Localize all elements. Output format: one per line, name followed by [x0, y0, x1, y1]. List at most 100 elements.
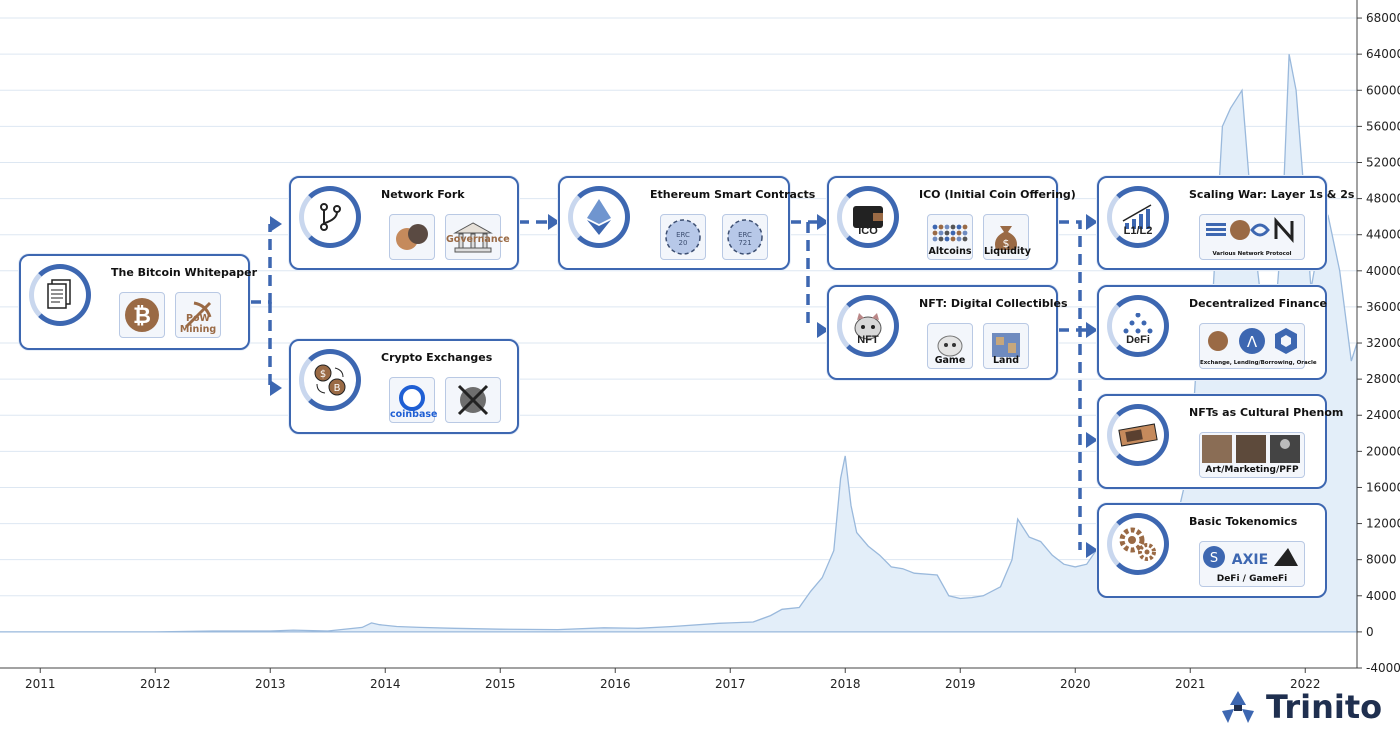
y-tick-label: 8000: [1366, 553, 1397, 567]
connector-arrowheads: [270, 214, 1098, 558]
altcoin-dot: [944, 224, 950, 230]
cat-nft-icon: NFT: [837, 295, 899, 357]
svg-text:₿: ₿: [133, 304, 151, 329]
y-tick-label: 0: [1366, 625, 1374, 639]
altcoin-dot: [962, 224, 968, 230]
sub-label: Exchange, Lending/Borrowing, Oracle: [1200, 360, 1317, 366]
connector-ethereum-nft: [790, 220, 810, 330]
network-node: [1135, 313, 1141, 318]
ring-label: L1/L2: [1123, 225, 1153, 237]
coinbase-logo-icon: coinbase: [389, 377, 438, 423]
erc721-token-icon: ERC 721: [722, 214, 768, 260]
network-node: [1135, 328, 1141, 334]
card-title: Scaling War: Layer 1s & 2s: [1189, 188, 1355, 201]
card-title: Network Fork: [381, 188, 465, 201]
arrow-nft: [817, 322, 829, 338]
arrow-tokenomics: [1086, 542, 1098, 558]
altcoin-dot: [950, 236, 956, 242]
altcoin-grid-icon: Altcoins: [927, 214, 973, 260]
svg-text:B: B: [334, 383, 341, 394]
ethereum-icon: [568, 186, 630, 248]
wallet-icon: ICO: [837, 186, 899, 248]
svg-text:$: $: [320, 369, 326, 380]
card-title: Decentralized Finance: [1189, 297, 1327, 310]
sub-label: Art/Marketing/PFP: [1200, 465, 1304, 475]
sub-label: Altcoins: [928, 246, 972, 257]
ring-label: ICO: [858, 225, 878, 237]
gamefi-logos-icon: S AXIE DeFi / GameFi: [1199, 541, 1305, 587]
ring-label: NFT: [857, 334, 879, 346]
y-tick-label: 24000: [1366, 408, 1400, 422]
card-ico: ICO ICO (Initial Coin Offering) Altcoins…: [827, 176, 1076, 270]
card-scaling-war: L1/L2 Scaling War: Layer 1s & 2s Various…: [1097, 176, 1354, 270]
y-tick-label: 36000: [1366, 300, 1400, 314]
card-nft-digital-collectibles: NFT NFT: Digital Collectibles Game Land: [827, 285, 1068, 380]
git-branch-icon: [299, 186, 361, 248]
altcoin-dot: [938, 230, 944, 236]
coins-icon: [389, 214, 435, 260]
sub-label: Liquidity: [984, 246, 1031, 257]
card-network-fork: Network Fork Governance: [289, 176, 519, 270]
altcoin-dot: [944, 236, 950, 242]
land-map-icon: Land: [983, 323, 1029, 369]
brand-logo: Trinito: [1216, 688, 1382, 726]
growth-chart-icon: L1/L2: [1107, 186, 1169, 248]
altcoin-dot: [932, 224, 938, 230]
ring-label: DeFi: [1126, 334, 1150, 346]
y-tick-label: -4000: [1366, 661, 1400, 675]
y-tick-label: 4000: [1366, 589, 1397, 603]
bitcoin-icon: ₿: [119, 292, 165, 338]
network-node: [1123, 328, 1129, 334]
sub-label: Various Network Protocol: [1212, 251, 1292, 257]
altcoin-dot: [938, 236, 944, 242]
sub-label: DeFi / GameFi: [1200, 574, 1304, 584]
y-tick-label: 64000: [1366, 47, 1400, 61]
x-tick-label: 2017: [715, 677, 746, 691]
sub-label: coinbase: [390, 409, 438, 420]
sub-label: ERC 20: [676, 231, 690, 247]
art-photos-icon: Art/Marketing/PFP: [1199, 432, 1305, 478]
altcoin-dot: [944, 230, 950, 236]
x-tick-label: 2015: [485, 677, 516, 691]
y-tick-label: 28000: [1366, 372, 1400, 386]
y-tick-label: 60000: [1366, 83, 1400, 97]
altcoin-dot: [956, 224, 962, 230]
protocol-logos-icon: Various Network Protocol: [1199, 214, 1305, 260]
card-title: Basic Tokenomics: [1189, 515, 1298, 528]
card-title: ICO (Initial Coin Offering): [919, 188, 1076, 201]
arrow-defi: [1086, 322, 1098, 338]
sub-label: Game: [934, 355, 966, 366]
x-tick-label: 2016: [600, 677, 631, 691]
y-tick-label: 56000: [1366, 119, 1400, 133]
altcoin-dot: [956, 236, 962, 242]
y-tick-label: 12000: [1366, 517, 1400, 531]
y-tick-label: 48000: [1366, 192, 1400, 206]
altcoin-dot: [932, 230, 938, 236]
svg-text:S: S: [1210, 551, 1218, 566]
x-axis-ticks: 2011 2012 2013 2014 2015 2016 2017 2018 2019 2020…: [25, 668, 1321, 691]
y-tick-label: 68000: [1366, 11, 1400, 25]
card-crypto-exchanges: $ B Crypto Exchanges coinbase: [289, 339, 519, 434]
defi-logos-icon: Λ Exchange, Lending/Borrowing, Oracle: [1199, 323, 1317, 369]
altcoin-dot: [950, 230, 956, 236]
x-tick-label: 2022: [1290, 677, 1321, 691]
arrow-scaling: [1086, 214, 1098, 230]
network-triangle-icon: DeFi: [1107, 295, 1169, 357]
card-title: The Bitcoin Whitepaper: [111, 266, 258, 279]
card-bitcoin-whitepaper: The Bitcoin Whitepaper ₿ PoW Mining: [19, 254, 257, 350]
coin-swap-icon: $ B: [299, 349, 361, 411]
document-stack-icon: [29, 264, 91, 326]
card-title: Ethereum Smart Contracts: [650, 188, 816, 201]
network-node: [1147, 328, 1153, 334]
x-tick-label: 2011: [25, 677, 56, 691]
card-title: NFT: Digital Collectibles: [919, 297, 1068, 310]
card-basic-tokenomics: Basic Tokenomics S AXIE DeFi / GameFi: [1097, 503, 1327, 598]
brand-name: Trinito: [1266, 688, 1383, 726]
card-ethereum-smart-contracts: Ethereum Smart Contracts ERC 20 ERC 721: [558, 176, 815, 270]
crossed-out-icon: [445, 377, 501, 423]
game-cat-icon: Game: [927, 323, 973, 369]
connector-to-2020s: [1058, 220, 1082, 550]
y-tick-label: 32000: [1366, 336, 1400, 350]
altcoin-dot: [956, 230, 962, 236]
money-bag-icon: $ Liquidity: [983, 214, 1031, 260]
